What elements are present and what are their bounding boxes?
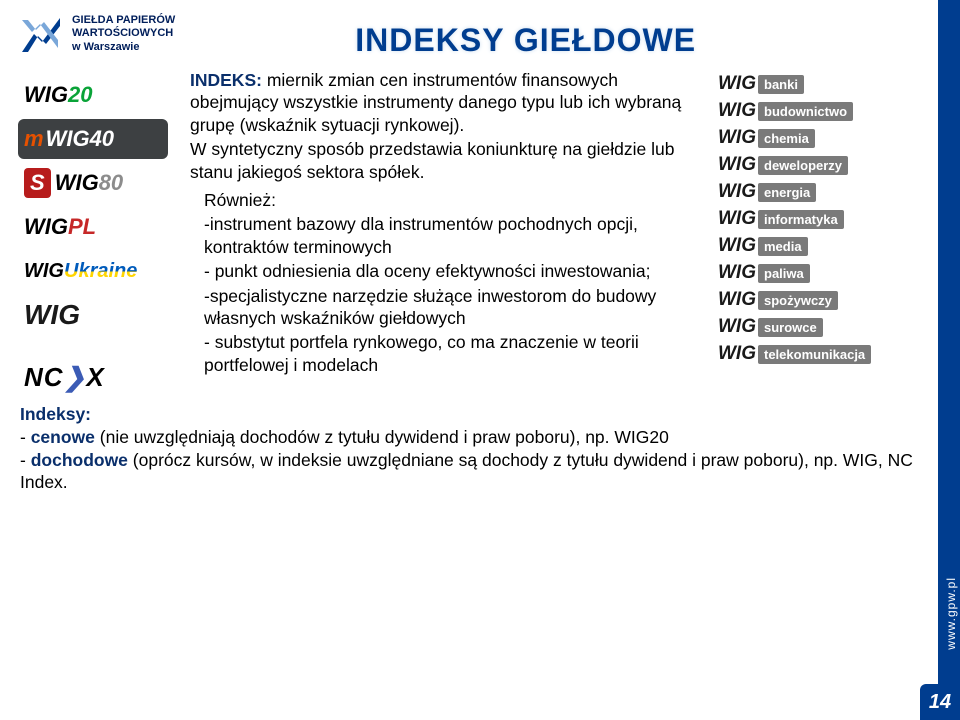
wig-sector-deweloperzy: WIGdeweloperzy xyxy=(718,154,928,176)
list-item: -instrument bazowy dla instrumentów poch… xyxy=(190,213,710,258)
text: - xyxy=(20,450,31,470)
text: WIG xyxy=(55,170,99,196)
text: PL xyxy=(68,214,96,240)
text: (oprócz kursów, w indeksie uwzględniane … xyxy=(20,450,913,493)
index-wigukraine: WIGUkraine xyxy=(18,251,168,291)
chevron-icon: ❯ xyxy=(64,362,87,393)
wig-prefix: WIG xyxy=(718,127,756,149)
logo-text: GIEŁDA PAPIERÓW WARTOŚCIOWYCH w Warszawi… xyxy=(72,14,175,54)
wig-sector-chemia: WIGchemia xyxy=(718,127,928,149)
sector-tag: banki xyxy=(758,75,804,94)
paragraph: Również: xyxy=(190,189,710,211)
sector-tag: budownictwo xyxy=(758,102,853,121)
wig-sector-banki: WIGbanki xyxy=(718,73,928,95)
wig-sector-budownictwo: WIGbudownictwo xyxy=(718,100,928,122)
text: WIG xyxy=(24,260,64,283)
right-column: WIGbankiWIGbudownictwoWIGchemiaWIGdewelo… xyxy=(718,69,928,397)
logo-text-line: w Warszawie xyxy=(72,41,175,54)
wig-prefix: WIG xyxy=(718,316,756,338)
wig-sector-informatyka: WIGinformatyka xyxy=(718,208,928,230)
wig-prefix: WIG xyxy=(718,289,756,311)
text: X xyxy=(86,362,104,393)
text: - xyxy=(20,427,31,447)
index-mwig40: mWIG40 xyxy=(18,119,168,159)
gpw-logo: GIEŁDA PAPIERÓW WARTOŚCIOWYCH w Warszawi… xyxy=(20,12,175,56)
sector-tag: telekomunikacja xyxy=(758,345,871,364)
index-swig80: SWIG80 xyxy=(18,163,168,203)
definition-paragraph: INDEKS: miernik zmian cen instrumentów f… xyxy=(190,69,710,136)
text: 80 xyxy=(99,170,123,196)
sector-tag: media xyxy=(758,237,808,256)
wig-prefix: WIG xyxy=(718,154,756,176)
left-column: WIG20 mWIG40 SWIG80 WIGPL WIGUkraine WIG… xyxy=(18,69,188,397)
index-wig20: WIG20 xyxy=(18,75,168,115)
wig-sector-paliwa: WIGpaliwa xyxy=(718,262,928,284)
sector-tag: spożywczy xyxy=(758,291,838,310)
wig-sector-spożywczy: WIGspożywczy xyxy=(718,289,928,311)
term: dochodowe xyxy=(31,450,128,470)
wig-prefix: WIG xyxy=(718,262,756,284)
text: 20 xyxy=(68,82,92,108)
wig-sector-media: WIGmedia xyxy=(718,235,928,257)
logo-text-line: GIEŁDA PAPIERÓW xyxy=(72,14,175,27)
page-number: 14 xyxy=(920,684,960,720)
list-item: - punkt odniesienia dla oceny efektywnoś… xyxy=(190,260,710,282)
text: NC xyxy=(24,362,64,393)
index-wigpl: WIGPL xyxy=(18,207,168,247)
sector-tag: chemia xyxy=(758,129,815,148)
list-item: -specjalistyczne narzędzie służące inwes… xyxy=(190,285,710,330)
wig-sector-energia: WIGenergia xyxy=(718,181,928,203)
wig-sector-surowce: WIGsurowce xyxy=(718,316,928,338)
logo-icon xyxy=(20,12,64,56)
wig-prefix: WIG xyxy=(718,100,756,122)
sector-tag: surowce xyxy=(758,318,823,337)
term: INDEKS: xyxy=(190,70,262,90)
text: (nie uwzględniają dochodów z tytułu dywi… xyxy=(95,427,669,447)
paragraph: W syntetyczny sposób przedstawia koniunk… xyxy=(190,138,710,183)
wig-prefix: WIG xyxy=(718,181,756,203)
index-ncx: NC❯X xyxy=(18,357,168,397)
sector-tag: deweloperzy xyxy=(758,156,848,175)
text: 40 xyxy=(90,126,114,152)
text: S xyxy=(24,168,51,198)
page-title: INDEKSY GIEŁDOWE xyxy=(355,22,696,59)
sector-tag: paliwa xyxy=(758,264,810,283)
text: WIG xyxy=(46,126,90,152)
sector-tag: energia xyxy=(758,183,816,202)
term: cenowe xyxy=(31,427,95,447)
wig-prefix: WIG xyxy=(718,343,756,365)
text: miernik zmian cen instrumentów finansowy… xyxy=(190,70,681,135)
text: Ukraine xyxy=(64,260,137,283)
sector-tag: informatyka xyxy=(758,210,844,229)
text: WIG xyxy=(24,82,68,108)
wig-prefix: WIG xyxy=(718,235,756,257)
content-row: WIG20 mWIG40 SWIG80 WIGPL WIGUkraine WIG… xyxy=(0,69,960,397)
bottom-line: - cenowe (nie uwzględniają dochodów z ty… xyxy=(20,426,940,449)
bottom-block: Indeksy: - cenowe (nie uwzględniają doch… xyxy=(0,397,960,494)
logo-text-line: WARTOŚCIOWYCH xyxy=(72,27,175,40)
list-item: - substytut portfela rynkowego, co ma zn… xyxy=(190,331,710,376)
wig-prefix: WIG xyxy=(718,73,756,95)
indeksy-label: Indeksy: xyxy=(20,403,940,426)
text: m xyxy=(24,126,44,152)
bottom-line: - dochodowe (oprócz kursów, w indeksie u… xyxy=(20,449,940,495)
wig-prefix: WIG xyxy=(718,208,756,230)
header: GIEŁDA PAPIERÓW WARTOŚCIOWYCH w Warszawi… xyxy=(0,0,960,69)
index-wig: WIG xyxy=(18,295,168,335)
side-url: www.gpw.pl xyxy=(944,577,958,650)
text: WIG xyxy=(24,214,68,240)
middle-column: INDEKS: miernik zmian cen instrumentów f… xyxy=(188,69,718,397)
wig-sector-telekomunikacja: WIGtelekomunikacja xyxy=(718,343,928,365)
